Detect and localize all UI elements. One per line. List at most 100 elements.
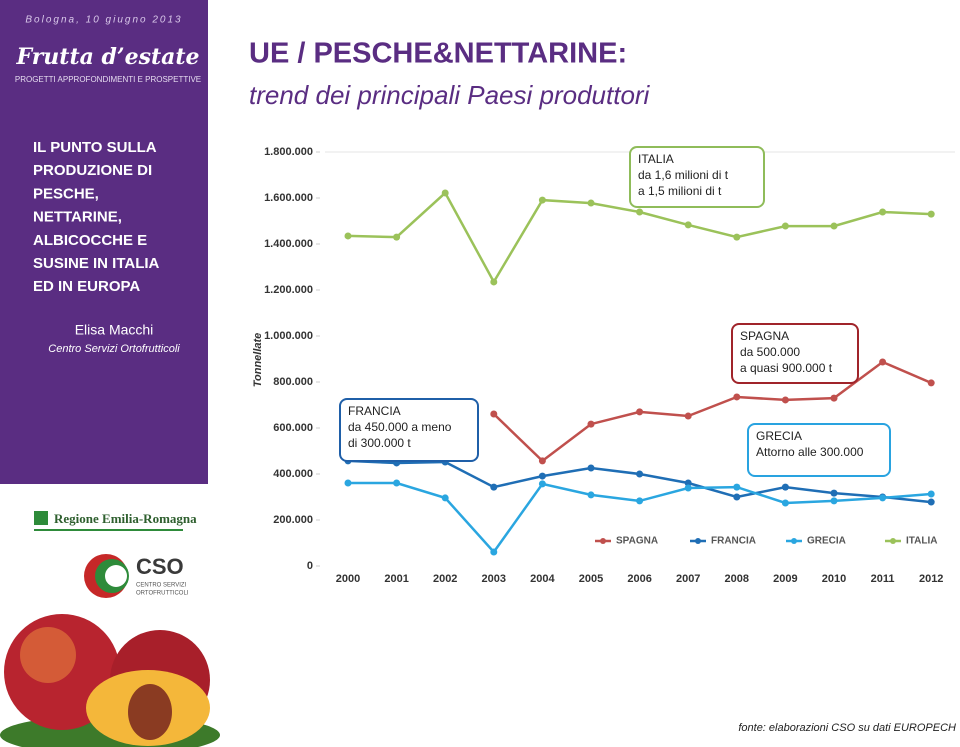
annotation-line: Attorno alle 300.000 [756, 445, 864, 459]
data-point [636, 208, 644, 216]
section-title-line: ED IN EUROPA [33, 278, 140, 295]
data-point [684, 221, 692, 229]
data-point [636, 470, 644, 478]
logo-cso-line: ORTOFRUTTICOLI [136, 591, 189, 597]
cso-mark [105, 565, 127, 587]
source: fonte: elaborazioni CSO su dati EUROPECH [738, 722, 956, 734]
x-tick-label: 2001 [384, 573, 408, 585]
x-tick-label: 2011 [871, 573, 895, 585]
data-point [927, 498, 935, 506]
y-tick-label: 0 [307, 560, 313, 572]
data-point [781, 222, 789, 230]
legend-swatch [600, 538, 606, 544]
brand: Frutta d’estate [15, 44, 199, 70]
y-tick-label: 1.800.000 [264, 146, 313, 158]
logo-cso: CSO [136, 554, 184, 579]
data-point [733, 493, 741, 501]
annotation-box [747, 423, 891, 477]
x-tick-label: 2005 [579, 573, 603, 585]
data-point [393, 233, 401, 241]
section-title-line: ALBICOCCHE E [33, 232, 147, 249]
x-tick-label: 2004 [530, 573, 555, 585]
y-tick-label: 1.000.000 [264, 330, 313, 342]
data-point [441, 189, 449, 197]
section-title-line: IL PUNTO SULLA [33, 139, 157, 156]
annotation-line: ITALIA [638, 152, 674, 166]
annotation-box [629, 146, 765, 208]
author: Elisa Macchi [75, 322, 154, 338]
x-tick-label: 2003 [482, 573, 506, 585]
section-title-line: NETTARINE, [33, 209, 122, 226]
y-tick-label: 600.000 [273, 422, 313, 434]
x-tick-label: 2002 [433, 573, 457, 585]
y-tick-label: 1.600.000 [264, 192, 313, 204]
annotation-line: di 300.000 t [348, 436, 411, 450]
annotation-line: a quasi 900.000 t [740, 361, 833, 375]
x-tick-label: 2010 [822, 573, 846, 585]
data-point [441, 494, 449, 502]
x-tick-label: 2007 [676, 573, 700, 585]
y-tick-label: 400.000 [273, 468, 313, 480]
logo-region: Regione Emilia-Romagna [54, 511, 197, 526]
data-point [927, 379, 935, 387]
data-point [587, 199, 595, 207]
data-point [781, 483, 789, 491]
data-point [830, 394, 838, 402]
y-tick-label: 800.000 [273, 376, 313, 388]
legend-label: GRECIA [807, 536, 846, 547]
data-point [879, 358, 887, 366]
section-title-line: PESCHE, [33, 185, 99, 202]
y-tick-label: 200.000 [273, 514, 313, 526]
data-point [684, 412, 692, 420]
data-point [733, 393, 741, 401]
data-point [781, 499, 789, 507]
legend-swatch [890, 538, 896, 544]
data-point [538, 196, 546, 204]
annotation-box [339, 398, 479, 462]
region-flag [34, 511, 48, 525]
annotation-line: da 1,6 milioni di t [638, 168, 729, 182]
data-point [684, 479, 692, 487]
data-point [587, 491, 595, 499]
brand-tagline: PROGETTI APPROFONDIMENTI E PROSPETTIVE [15, 75, 201, 84]
author-org: Centro Servizi Ortofrutticoli [48, 343, 180, 355]
data-point [636, 408, 644, 416]
data-point [830, 222, 838, 230]
x-tick-label: 2000 [336, 573, 360, 585]
series-line [492, 360, 932, 463]
data-point [344, 232, 352, 240]
data-point [490, 278, 498, 286]
legend-label: SPAGNA [616, 536, 658, 547]
data-point [587, 420, 595, 428]
data-point [344, 479, 352, 487]
annotation-line: GRECIA [756, 429, 802, 443]
data-point [879, 208, 887, 216]
date: Bologna, 10 giugno 2013 [25, 15, 182, 26]
data-point [927, 490, 935, 498]
x-tick-label: 2006 [627, 573, 651, 585]
annotation-line: da 450.000 a meno [348, 420, 452, 434]
data-point [393, 479, 401, 487]
legend-swatch [695, 538, 701, 544]
section-title: IL PUNTO SULLA PRODUZIONE DI PESCHE, NETTAR… [33, 139, 160, 295]
legend-label: FRANCIA [711, 536, 756, 547]
data-point [538, 472, 546, 480]
data-point [538, 480, 546, 488]
annotation-line: da 500.000 [740, 345, 800, 359]
data-point [733, 233, 741, 241]
data-point [781, 396, 789, 404]
legend-label: ITALIA [906, 536, 937, 547]
side-panel [0, 0, 208, 484]
data-point [830, 489, 838, 497]
subtitle: trend dei principali Paesi produttori [249, 80, 651, 110]
data-point [636, 497, 644, 505]
data-point [879, 494, 887, 502]
x-tick-label: 2008 [725, 573, 749, 585]
data-point [684, 484, 692, 492]
x-tick-label: 2009 [773, 573, 797, 585]
y-axis-label: Tonnellate [252, 333, 264, 388]
data-point [490, 410, 498, 418]
section-title-line: PRODUZIONE DI [33, 162, 152, 179]
data-point [490, 483, 498, 491]
